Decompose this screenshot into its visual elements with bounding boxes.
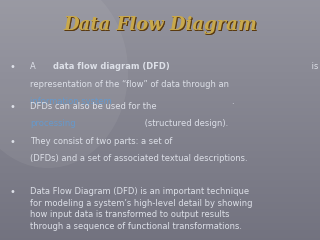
Text: Data Flow Diagram: Data Flow Diagram	[64, 17, 258, 35]
Text: A: A	[30, 62, 39, 72]
Text: Data Flow Diagram: Data Flow Diagram	[63, 16, 257, 34]
Text: is a graphical: is a graphical	[309, 62, 320, 72]
Text: They consist of two parts: a set of: They consist of two parts: a set of	[30, 137, 175, 146]
Text: Data Flow Diagram (DFD) is an important technique
for modeling a system’s high-l: Data Flow Diagram (DFD) is an important …	[30, 187, 253, 231]
Text: Data Flow Diagram: Data Flow Diagram	[65, 17, 259, 35]
Text: information system: information system	[30, 97, 112, 106]
Ellipse shape	[0, 0, 128, 168]
Text: DFDs can also be used for the: DFDs can also be used for the	[30, 102, 160, 111]
Text: data flow diagram (DFD): data flow diagram (DFD)	[53, 62, 169, 72]
Text: (DFDs) and a set of associated textual descriptions.: (DFDs) and a set of associated textual d…	[30, 154, 248, 163]
Text: .: .	[231, 97, 234, 106]
Text: •: •	[10, 137, 15, 147]
Text: •: •	[10, 187, 15, 197]
Text: processing: processing	[30, 119, 76, 128]
Text: (structured design).: (structured design).	[142, 119, 228, 128]
Text: •: •	[10, 102, 15, 112]
Text: representation of the “flow” of data through an: representation of the “flow” of data thr…	[30, 80, 229, 89]
Text: •: •	[10, 62, 15, 72]
